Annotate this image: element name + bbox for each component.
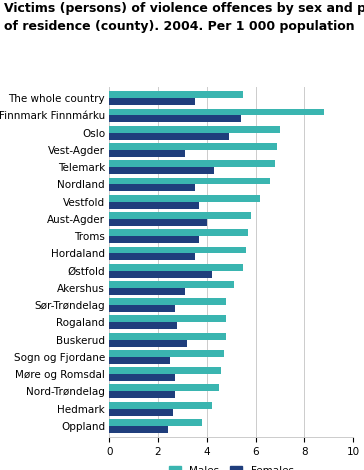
Bar [109, 91, 244, 98]
Bar [109, 150, 185, 157]
Bar [109, 116, 241, 122]
Bar [109, 229, 248, 236]
Bar [109, 322, 178, 329]
Bar [109, 357, 170, 364]
Bar [109, 392, 175, 398]
Bar [109, 246, 246, 253]
Bar [109, 143, 277, 150]
Bar [109, 126, 280, 133]
Text: of residence (county). 2004. Per 1 000 population: of residence (county). 2004. Per 1 000 p… [4, 20, 354, 33]
Bar [109, 402, 211, 408]
Bar [109, 264, 244, 271]
Bar [109, 167, 214, 174]
Bar [109, 184, 194, 191]
Bar [109, 367, 221, 374]
Bar [109, 236, 199, 243]
Bar [109, 426, 168, 433]
Bar [109, 305, 175, 312]
Bar [109, 408, 173, 415]
Bar [109, 202, 199, 209]
Bar [109, 133, 229, 140]
Legend: Males, Females: Males, Females [165, 462, 298, 470]
Bar [109, 350, 224, 357]
Bar [109, 212, 251, 219]
Bar [109, 374, 175, 381]
Text: Victims (persons) of violence offences by sex and place: Victims (persons) of violence offences b… [4, 2, 364, 16]
Bar [109, 98, 194, 105]
Bar [109, 333, 226, 340]
Bar [109, 288, 185, 295]
Bar [109, 315, 226, 322]
Bar [109, 298, 226, 305]
Bar [109, 281, 234, 288]
Bar [109, 109, 324, 116]
Bar [109, 253, 194, 260]
Bar [109, 340, 187, 346]
Bar [109, 195, 260, 202]
Bar [109, 271, 211, 278]
Bar [109, 219, 207, 226]
Bar [109, 178, 270, 184]
Bar [109, 419, 202, 426]
Bar [109, 160, 275, 167]
Bar [109, 384, 219, 392]
